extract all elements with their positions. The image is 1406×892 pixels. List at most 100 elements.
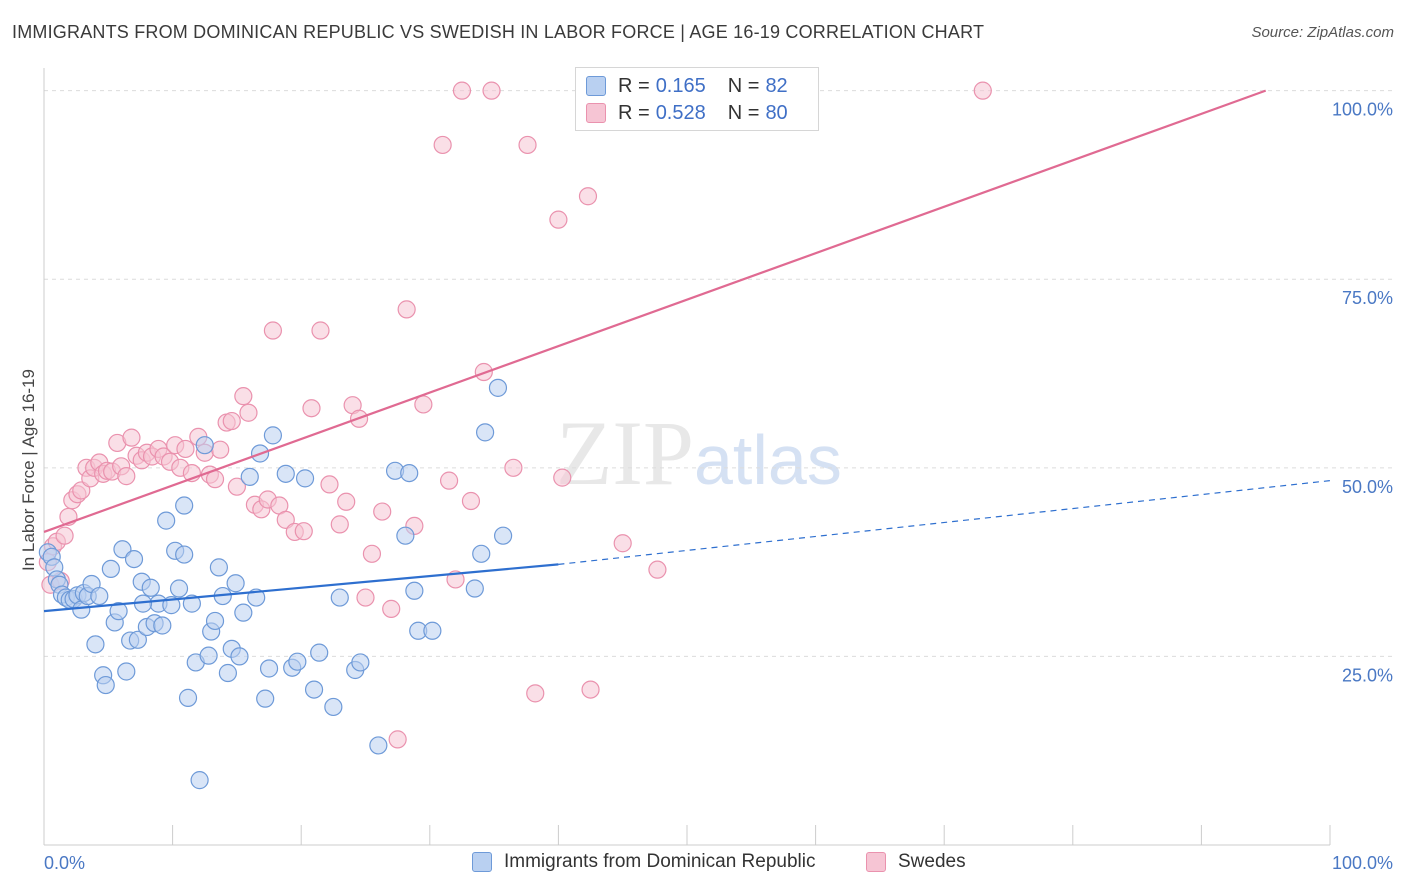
swedes-point — [549, 210, 568, 229]
dominican-point — [423, 621, 442, 640]
swedes-point — [581, 680, 600, 699]
swedes-point — [356, 588, 375, 607]
dominican-point — [218, 663, 237, 683]
dominican-point — [263, 426, 283, 445]
swedes-point — [263, 321, 283, 340]
swedes-point — [414, 395, 433, 414]
swedes-point — [302, 399, 321, 418]
swedes-point — [504, 458, 523, 477]
swedes-point — [973, 81, 992, 100]
swedes-points — [38, 81, 992, 749]
legend-n-label: N = — [727, 74, 760, 97]
series-swatch-blue — [472, 852, 492, 872]
dominican-point — [465, 579, 484, 598]
series-label-dominican: Immigrants from Dominican Republic — [504, 851, 816, 872]
swedes-point — [55, 526, 74, 545]
dominican-point — [240, 467, 259, 486]
dominican-point — [230, 647, 249, 666]
y-tick-label: 100.0% — [1332, 100, 1393, 120]
dominican-point — [226, 574, 245, 593]
swedes-point — [276, 510, 295, 529]
dominican-point — [256, 689, 275, 708]
swedes-point — [234, 387, 253, 406]
swedes-trend-line — [43, 89, 1267, 533]
swedes-point — [330, 515, 349, 534]
watermark: ZIPatlas — [556, 400, 842, 506]
swedes-point — [382, 599, 401, 618]
dominican-point — [199, 646, 218, 665]
swedes-point — [397, 300, 416, 319]
swedes-point — [362, 544, 382, 563]
swedes-point — [553, 468, 572, 487]
dominican-point — [109, 602, 128, 621]
y-tick-label: 50.0% — [1342, 477, 1393, 497]
dominican-point — [330, 588, 349, 607]
dominican-point — [494, 526, 513, 545]
trend-lines — [43, 89, 1331, 613]
dominican-point — [351, 653, 370, 672]
swedes-point — [72, 481, 91, 500]
x-tick-label-end: 100.0% — [1332, 853, 1393, 873]
dominican-point — [90, 586, 109, 606]
legend-r-value: 0.165 — [655, 74, 706, 97]
dominican-point — [178, 688, 198, 707]
dominican-point — [472, 544, 491, 563]
dominican-point — [190, 771, 209, 790]
source-credit: Source: ZipAtlas.com — [1251, 24, 1394, 41]
swedes-point — [648, 560, 667, 579]
y-tick-label: 25.0% — [1342, 665, 1393, 685]
swedes-point — [613, 534, 632, 553]
swedes-point — [433, 135, 452, 155]
axes — [43, 68, 1331, 846]
dominican-point — [124, 549, 144, 569]
watermark-atlas: atlas — [694, 421, 842, 499]
dominican-point — [141, 578, 160, 597]
dominican-point — [128, 630, 147, 649]
dominican-point — [117, 662, 136, 681]
legend-n-label: N = — [727, 101, 760, 124]
legend-row-swedes: R = 0.528 N = 80 — [586, 100, 788, 126]
swedes-point — [239, 403, 258, 422]
swedes-point — [373, 502, 392, 521]
swedes-point — [461, 491, 481, 511]
grid — [44, 90, 1392, 657]
dominican-point — [276, 464, 295, 483]
dominican-point — [475, 423, 495, 442]
swedes-point — [227, 477, 246, 496]
swedes-point — [482, 81, 501, 100]
series-legend-swedes[interactable]: Swedes — [866, 851, 966, 873]
swedes-point — [211, 440, 230, 459]
dominican-point — [113, 540, 132, 559]
dominican-point — [396, 526, 415, 545]
swedes-point — [320, 475, 339, 494]
dominican-point — [400, 463, 419, 483]
dominican-point — [304, 680, 324, 699]
dominican-point — [209, 558, 228, 577]
legend-n-value: 80 — [765, 101, 788, 124]
dominican-point — [369, 736, 388, 755]
series-legend: Immigrants from Dominican Republic Swede… — [0, 851, 1406, 879]
dominican-point — [175, 545, 194, 564]
dominican-point — [169, 579, 189, 598]
dominican-point — [182, 594, 201, 613]
legend-swatch-pink — [586, 103, 606, 123]
swedes-point — [176, 439, 195, 459]
dominican-point — [205, 611, 225, 631]
series-swatch-pink — [866, 852, 886, 872]
swedes-point — [222, 411, 241, 431]
series-label-swedes: Swedes — [898, 851, 966, 872]
series-legend-dominican[interactable]: Immigrants from Dominican Republic — [472, 851, 816, 873]
dominican-point — [288, 652, 307, 671]
y-axis-label: In Labor Force | Age 16-19 — [19, 369, 38, 571]
swedes-point — [337, 492, 356, 511]
dominican-point — [195, 436, 214, 455]
dominican-point — [234, 603, 253, 622]
dominican-point — [310, 643, 329, 662]
dominican-point — [101, 559, 120, 579]
dominican-points — [38, 378, 513, 790]
legend-r-value: 0.528 — [655, 101, 706, 124]
swedes-point — [526, 684, 545, 703]
dominican-point — [153, 616, 172, 635]
swedes-point — [518, 135, 537, 155]
swedes-point — [311, 321, 330, 340]
